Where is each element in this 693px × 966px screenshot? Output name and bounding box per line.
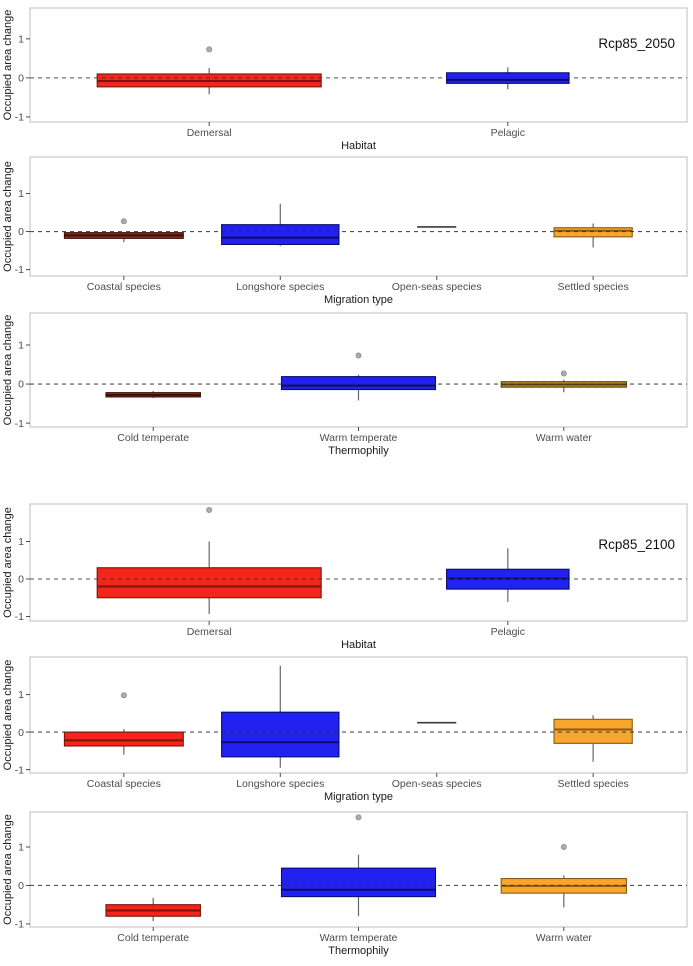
panel-border xyxy=(29,7,688,123)
category-label-settled-species: Settled species xyxy=(558,281,629,293)
y-tick-label: 1 xyxy=(18,536,24,548)
y-tick-label: 0 xyxy=(18,880,24,892)
category-label-open-seas-species: Open-seas species xyxy=(392,778,482,790)
category-label-settled-species: Settled species xyxy=(558,778,629,790)
category-label-longshore-species: Longshore species xyxy=(236,281,324,293)
y-tick-label: -1 xyxy=(15,919,24,931)
panel-border xyxy=(29,312,688,428)
y-tick-label: 0 xyxy=(18,379,24,391)
box-longshore-species xyxy=(221,224,340,245)
box-demersal xyxy=(96,567,322,599)
outlier-dot xyxy=(206,506,213,513)
x-axis-title: Migration type xyxy=(324,791,393,803)
category-label-warm-water: Warm water xyxy=(536,932,593,944)
box-settled-species xyxy=(553,718,633,744)
category-label-warm-temperate: Warm temperate xyxy=(320,932,398,944)
y-tick-label: 1 xyxy=(18,842,24,854)
box-settled-species xyxy=(553,227,633,238)
outlier-dot xyxy=(560,370,567,377)
category-label-pelagic: Pelagic xyxy=(491,626,525,638)
category-label-open-seas-species: Open-seas species xyxy=(392,281,482,293)
x-axis-title: Thermophily xyxy=(328,445,389,457)
panel-rcp85_2050_migration: -1 0 1 Occupied area change Coastal species L… xyxy=(2,156,688,306)
y-tick-label: 1 xyxy=(18,340,24,352)
box-warm-temperate xyxy=(280,867,437,898)
y-axis-title: Occupied area change xyxy=(2,10,14,121)
y-tick-label: -1 xyxy=(15,611,24,623)
panel-rcp85_2050_habitat: -1 0 1 Occupied area change Demersal Pelagic H… xyxy=(2,7,688,152)
y-axis-title: Occupied area change xyxy=(2,814,14,925)
panel-rcp85_2100_thermophily: -1 0 1 Occupied area change Cold temperate Wa… xyxy=(2,811,688,957)
y-tick-label: 0 xyxy=(18,727,24,739)
category-label-pelagic: Pelagic xyxy=(491,127,525,139)
y-tick-label: 1 xyxy=(18,34,24,46)
x-axis-title: Habitat xyxy=(341,639,376,651)
panel-border xyxy=(29,156,688,277)
category-label-demersal: Demersal xyxy=(187,127,232,139)
box-longshore-species xyxy=(221,711,340,758)
y-tick-label: 0 xyxy=(18,73,24,85)
y-axis-title: Occupied area change xyxy=(2,161,14,272)
y-tick-label: 0 xyxy=(18,574,24,586)
x-axis-title: Thermophily xyxy=(328,945,389,957)
y-axis-title: Occupied area change xyxy=(2,315,14,426)
y-tick-label: -1 xyxy=(15,264,24,276)
outlier-dot xyxy=(120,692,127,699)
category-label-demersal: Demersal xyxy=(187,626,232,638)
outlier-dot xyxy=(560,844,567,851)
panel-rcp85_2100_migration: -1 0 1 Occupied area change Coastal species L… xyxy=(2,656,688,803)
panel-rcp85_2050_thermophily: -1 0 1 Occupied area change Cold temperate Wa… xyxy=(2,312,688,457)
category-label-longshore-species: Longshore species xyxy=(236,778,324,790)
category-label-warm-temperate: Warm temperate xyxy=(320,432,398,444)
panel-rcp85_2100_habitat: -1 0 1 Occupied area change Demersal Pelagic H… xyxy=(2,503,688,651)
x-axis-title: Migration type xyxy=(324,294,393,306)
category-label-cold-temperate: Cold temperate xyxy=(117,932,189,944)
category-label-warm-water: Warm water xyxy=(536,432,593,444)
category-label-cold-temperate: Cold temperate xyxy=(117,432,189,444)
box-coastal-species xyxy=(63,731,184,747)
x-axis-title: Habitat xyxy=(341,140,376,152)
y-tick-label: -1 xyxy=(15,112,24,124)
y-tick-label: 1 xyxy=(18,689,24,701)
outlier-dot xyxy=(120,218,127,225)
annotation-rcp85_2100: Rcp85_2100 xyxy=(598,537,675,552)
panel-border xyxy=(29,503,688,622)
y-tick-label: 1 xyxy=(18,188,24,200)
y-tick-label: 0 xyxy=(18,226,24,238)
y-tick-label: -1 xyxy=(15,764,24,776)
category-label-coastal-species: Coastal species xyxy=(87,778,161,790)
y-axis-title: Occupied area change xyxy=(2,660,14,771)
panel-border xyxy=(29,656,688,774)
outlier-dot xyxy=(355,352,362,359)
y-axis-title: Occupied area change xyxy=(2,507,14,618)
y-tick-label: -1 xyxy=(15,418,24,430)
annotation-rcp85_2050: Rcp85_2050 xyxy=(598,36,675,51)
category-label-coastal-species: Coastal species xyxy=(87,281,161,293)
box-warm-temperate xyxy=(280,376,437,391)
outlier-dot xyxy=(355,814,362,821)
outlier-dot xyxy=(206,46,213,53)
